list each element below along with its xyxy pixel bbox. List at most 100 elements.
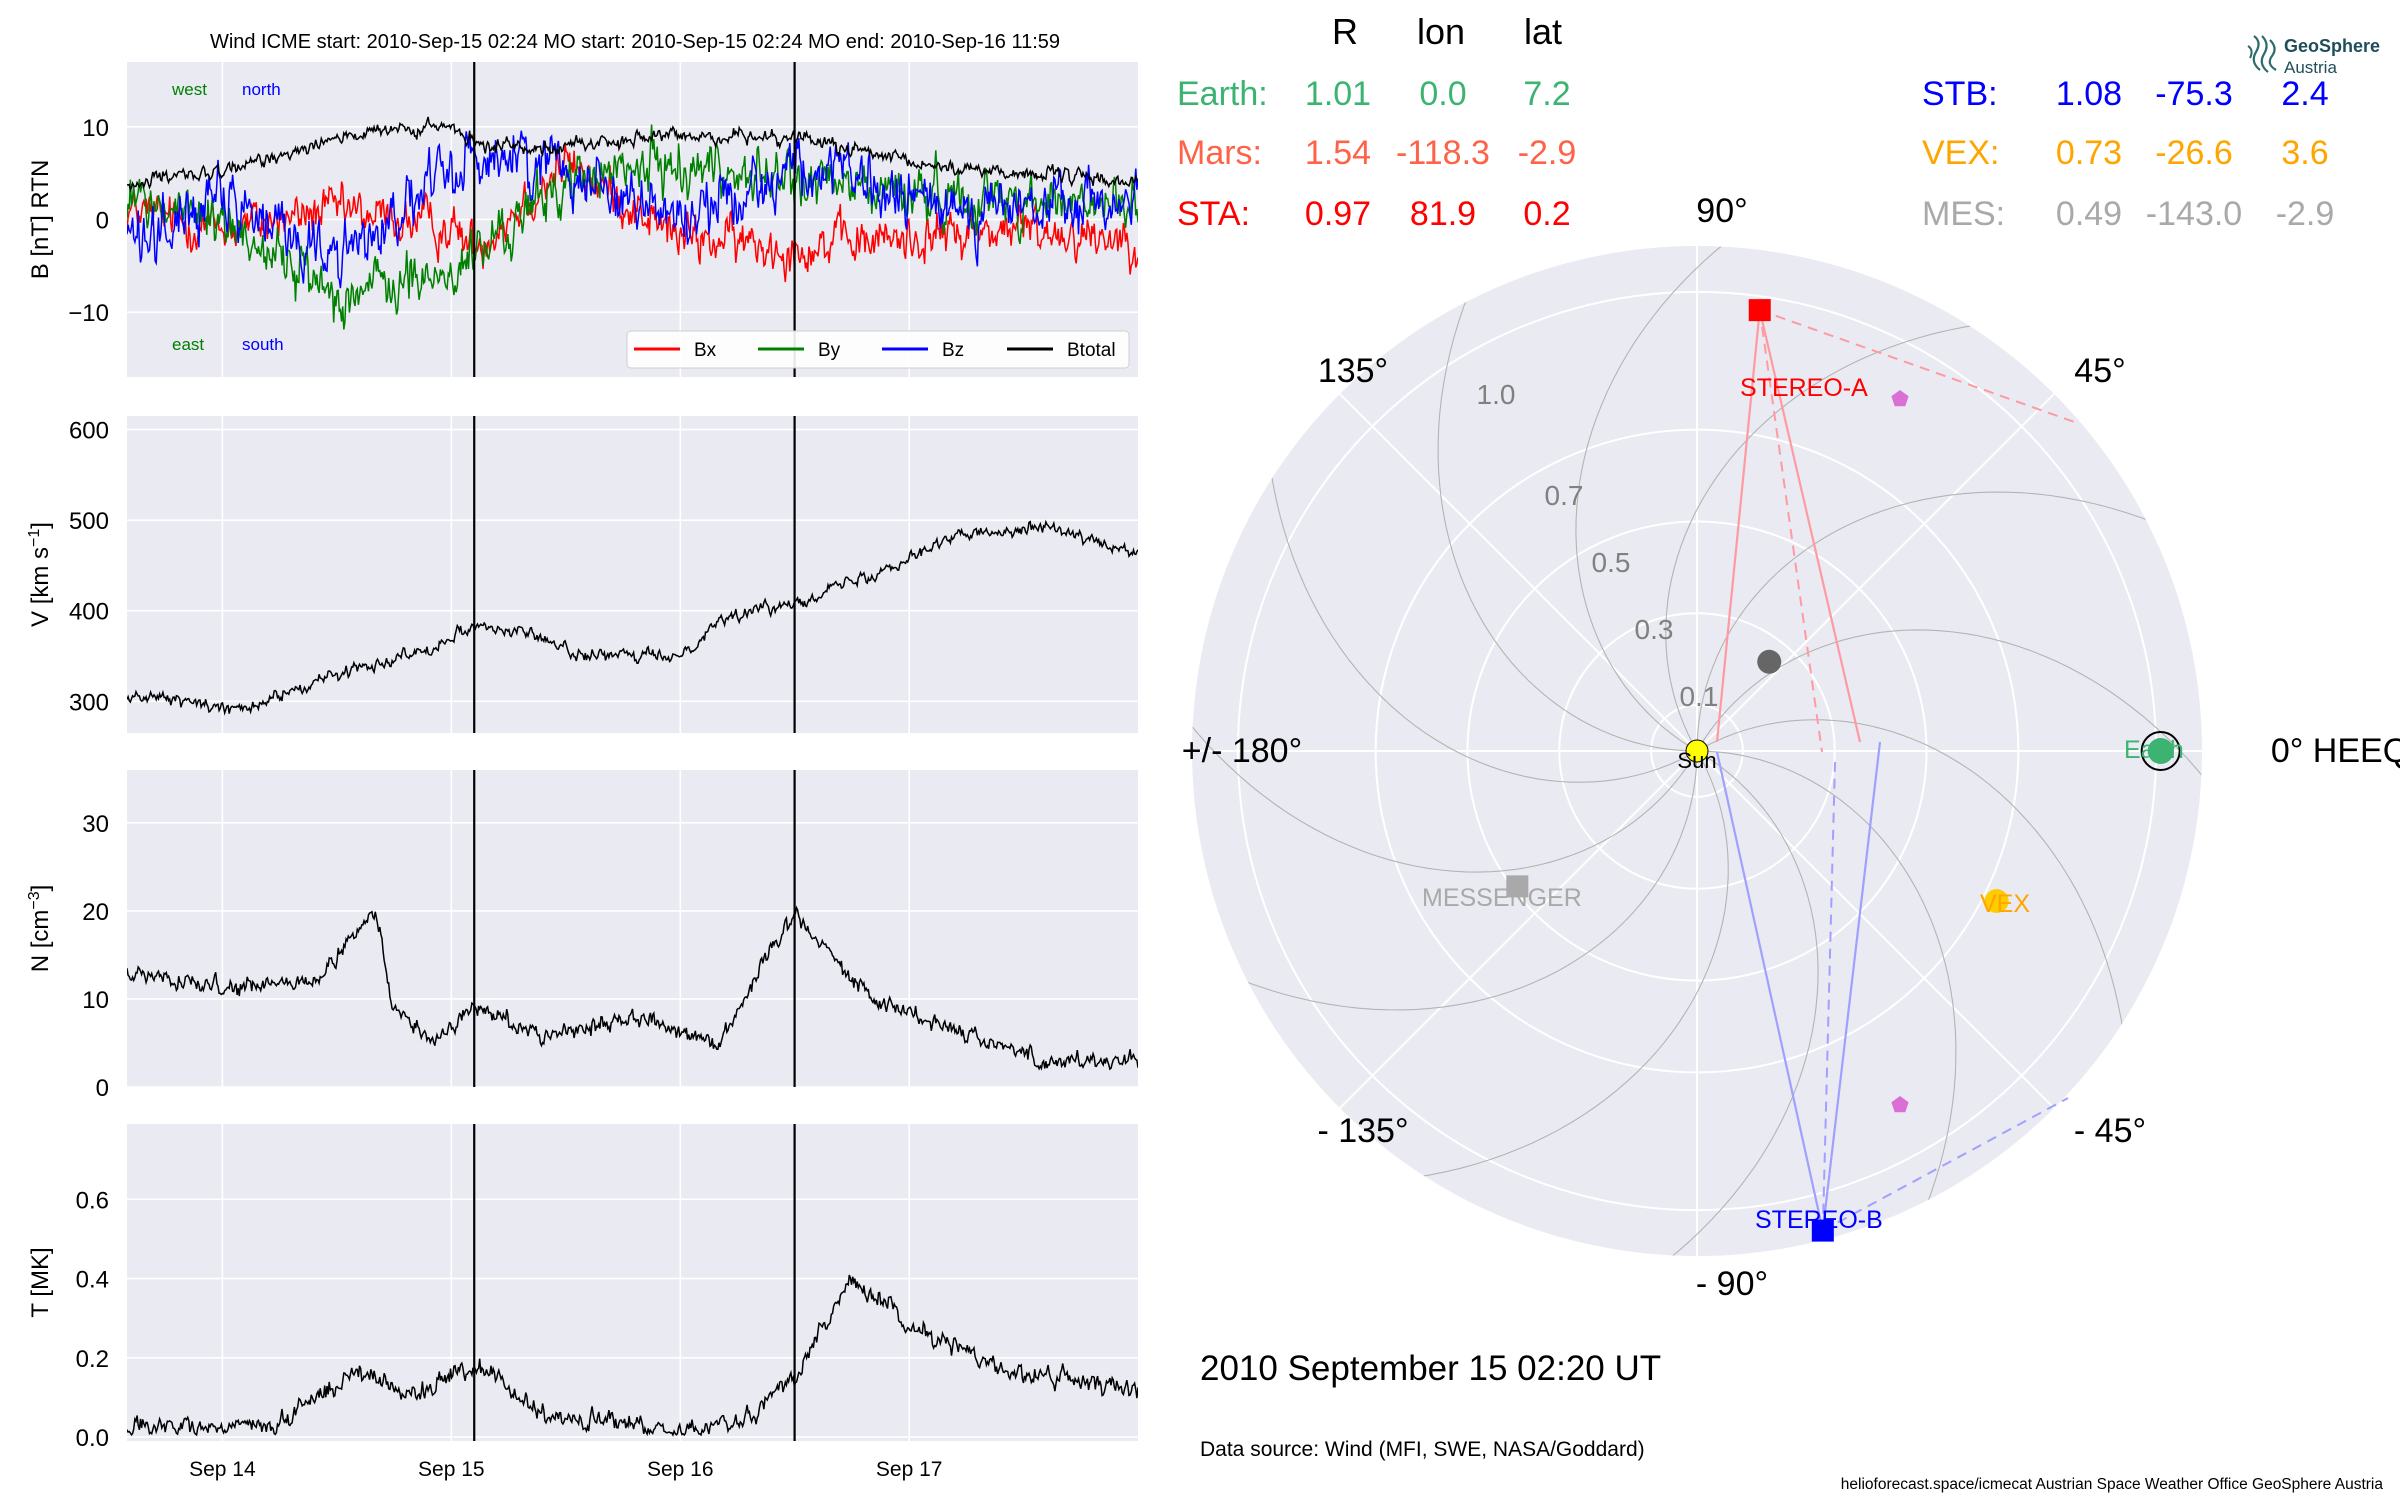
- y-tick-label: 500: [69, 508, 109, 535]
- parker-spiral-line: [1706, 750, 1957, 1256]
- label-sun: Sun: [1677, 748, 1716, 773]
- y-tick-label: 0.4: [76, 1267, 109, 1294]
- marker-vex: [1984, 889, 2009, 914]
- row-r: 1.01: [1305, 75, 1371, 113]
- label-west: west: [171, 80, 207, 99]
- x-tick-label: Sep 16: [647, 1458, 714, 1481]
- row-label: VEX:: [1922, 134, 1999, 172]
- row-lat: -2.9: [2276, 195, 2335, 233]
- y-axis-label: B [nT] RTN: [27, 160, 54, 280]
- table-row: Mars: 1.54 -118.3 -2.9: [1177, 134, 1576, 172]
- panel-background: [127, 770, 1138, 1087]
- row-r: 0.49: [2056, 195, 2122, 233]
- timestamp: 2010 September 15 02:20 UT: [1200, 1349, 1661, 1388]
- x-tick-label: Sep 17: [876, 1458, 943, 1481]
- figure-title: Wind ICME start: 2010-Sep-15 02:24 MO st…: [210, 31, 1060, 53]
- panel-speed: 300 400 500 600 V [km s−1]: [26, 416, 1138, 733]
- row-r: 0.73: [2056, 134, 2122, 172]
- label-east: east: [172, 335, 204, 354]
- y-axis-label: V [km s−1]: [26, 522, 54, 627]
- y-tick-label: 0.2: [76, 1346, 109, 1373]
- parker-spiral-line: [1440, 755, 1819, 1256]
- row-lat: -2.9: [1518, 134, 1577, 172]
- time-series-panels: −10 0 10 B [nT] RTN west north east south Bx By Bz…: [26, 62, 1138, 1481]
- parker-spiral-line: [1575, 246, 1954, 747]
- row-lon: 0.0: [1419, 75, 1466, 113]
- parker-spiral-line: [1192, 494, 1693, 873]
- row-r: 1.54: [1305, 134, 1371, 172]
- radial-tick-label: 0.5: [1592, 547, 1631, 578]
- geosphere-logo: GeoSphere Austria: [2247, 35, 2380, 77]
- row-r: 1.08: [2056, 75, 2122, 113]
- row-lon: -75.3: [2155, 75, 2233, 113]
- angle-label-upper_left: 135°: [1318, 352, 1388, 390]
- logo-country: Austria: [2284, 58, 2337, 77]
- label-north: north: [242, 80, 281, 99]
- stereo-b-fov-lines: [1715, 741, 2069, 1232]
- angular-gridline: [1339, 393, 1698, 752]
- radial-tick-label: 0.7: [1545, 480, 1584, 511]
- earth-ring: [2140, 731, 2181, 771]
- table-header: R: [1332, 11, 1358, 52]
- y-tick-label: 600: [69, 418, 109, 445]
- row-r: 0.97: [1305, 195, 1371, 233]
- marker-earth: [2147, 738, 2174, 764]
- row-lon: 81.9: [1410, 195, 1476, 233]
- row-label: Earth:: [1177, 75, 1268, 113]
- angle-label-lower_left: - 135°: [1317, 1112, 1408, 1150]
- y-axis-label: T [MK]: [27, 1247, 54, 1317]
- panel-temperature: 0.0 0.2 0.4 0.6 T [MK] Sep 14 Sep 15 Sep 16 Sep …: [27, 1124, 1138, 1481]
- y-axis-label: N [cm−3]: [26, 885, 54, 973]
- panel-density: 0 10 20 30 N [cm−3]: [26, 770, 1138, 1102]
- y-tick-label: 0.0: [76, 1425, 109, 1452]
- y-tick-label: 0: [96, 1075, 109, 1102]
- legend-label: Bz: [942, 340, 964, 361]
- row-label: MES:: [1922, 195, 2005, 233]
- parker-spiral-line: [1192, 760, 1698, 1011]
- legend: Bx By Bz Btotal: [626, 330, 1130, 369]
- parker-spiral-line: [1701, 629, 2202, 1008]
- row-lon: -143.0: [2146, 195, 2242, 233]
- row-lon: -118.3: [1396, 134, 1490, 172]
- angle-label-left: +/- 180°: [1182, 732, 1302, 770]
- marker-sun: [1685, 739, 1709, 763]
- row-lat: 7.2: [1523, 75, 1570, 113]
- row-lat: 2.4: [2281, 75, 2328, 113]
- label-vex: VEX: [1980, 890, 2030, 918]
- table-header: lat: [1524, 11, 1562, 52]
- y-tick-label: 300: [69, 689, 109, 716]
- angular-gridline: [1696, 393, 2055, 752]
- y-tick-label: 400: [69, 599, 109, 626]
- radial-tick-label: 1.0: [1477, 379, 1516, 410]
- legend-label: Btotal: [1067, 340, 1116, 361]
- angle-label-bottom: - 90°: [1696, 1265, 1768, 1303]
- radial-tick-label: 0.1: [1680, 681, 1719, 712]
- logo-swirl-icon: [2247, 35, 2277, 73]
- y-tick-label: 30: [82, 811, 109, 838]
- radial-tick-label: 0.3: [1635, 614, 1674, 645]
- angular-gridline: [1339, 750, 1698, 1109]
- angle-label-upper_right: 45°: [2074, 352, 2125, 390]
- panel-magnetic-field: −10 0 10 B [nT] RTN west north east south Bx By Bz…: [27, 62, 1138, 377]
- panel-background: [127, 416, 1138, 733]
- table-row: VEX: 0.73 -26.6 3.6: [1922, 134, 2329, 172]
- row-label: Mars:: [1177, 134, 1262, 172]
- footer-credits: helioforecast.space/icmecat Austrian Spa…: [1841, 1476, 2384, 1493]
- row-lat: 0.2: [1523, 195, 1570, 233]
- parker-spiral-line: [1437, 246, 1688, 752]
- pentagon-marker: [1891, 1096, 1909, 1113]
- panel-background: [127, 1124, 1138, 1441]
- angle-label-lower_right: - 45°: [2074, 1112, 2146, 1150]
- angle-label-right: 0° HEEQ: [2271, 732, 2400, 770]
- label-stereo-b: STEREO-B: [1755, 1206, 1883, 1234]
- x-tick-label: Sep 14: [189, 1458, 256, 1481]
- polar-position-plot: 0.1 0.3 0.5 0.7 1.0 90° 135° 45° +/- 180° 0° HEEQ…: [1182, 192, 2400, 1303]
- marker-messenger: [1506, 875, 1529, 898]
- y-tick-label: 20: [82, 899, 109, 926]
- label-earth: Earth: [2124, 736, 2184, 764]
- angular-gridline: [1696, 750, 2055, 1109]
- table-row: Earth: 1.01 0.0 7.2: [1177, 75, 1571, 113]
- data-source: Data source: Wind (MFI, SWE, NASA/Goddar…: [1200, 1438, 1645, 1461]
